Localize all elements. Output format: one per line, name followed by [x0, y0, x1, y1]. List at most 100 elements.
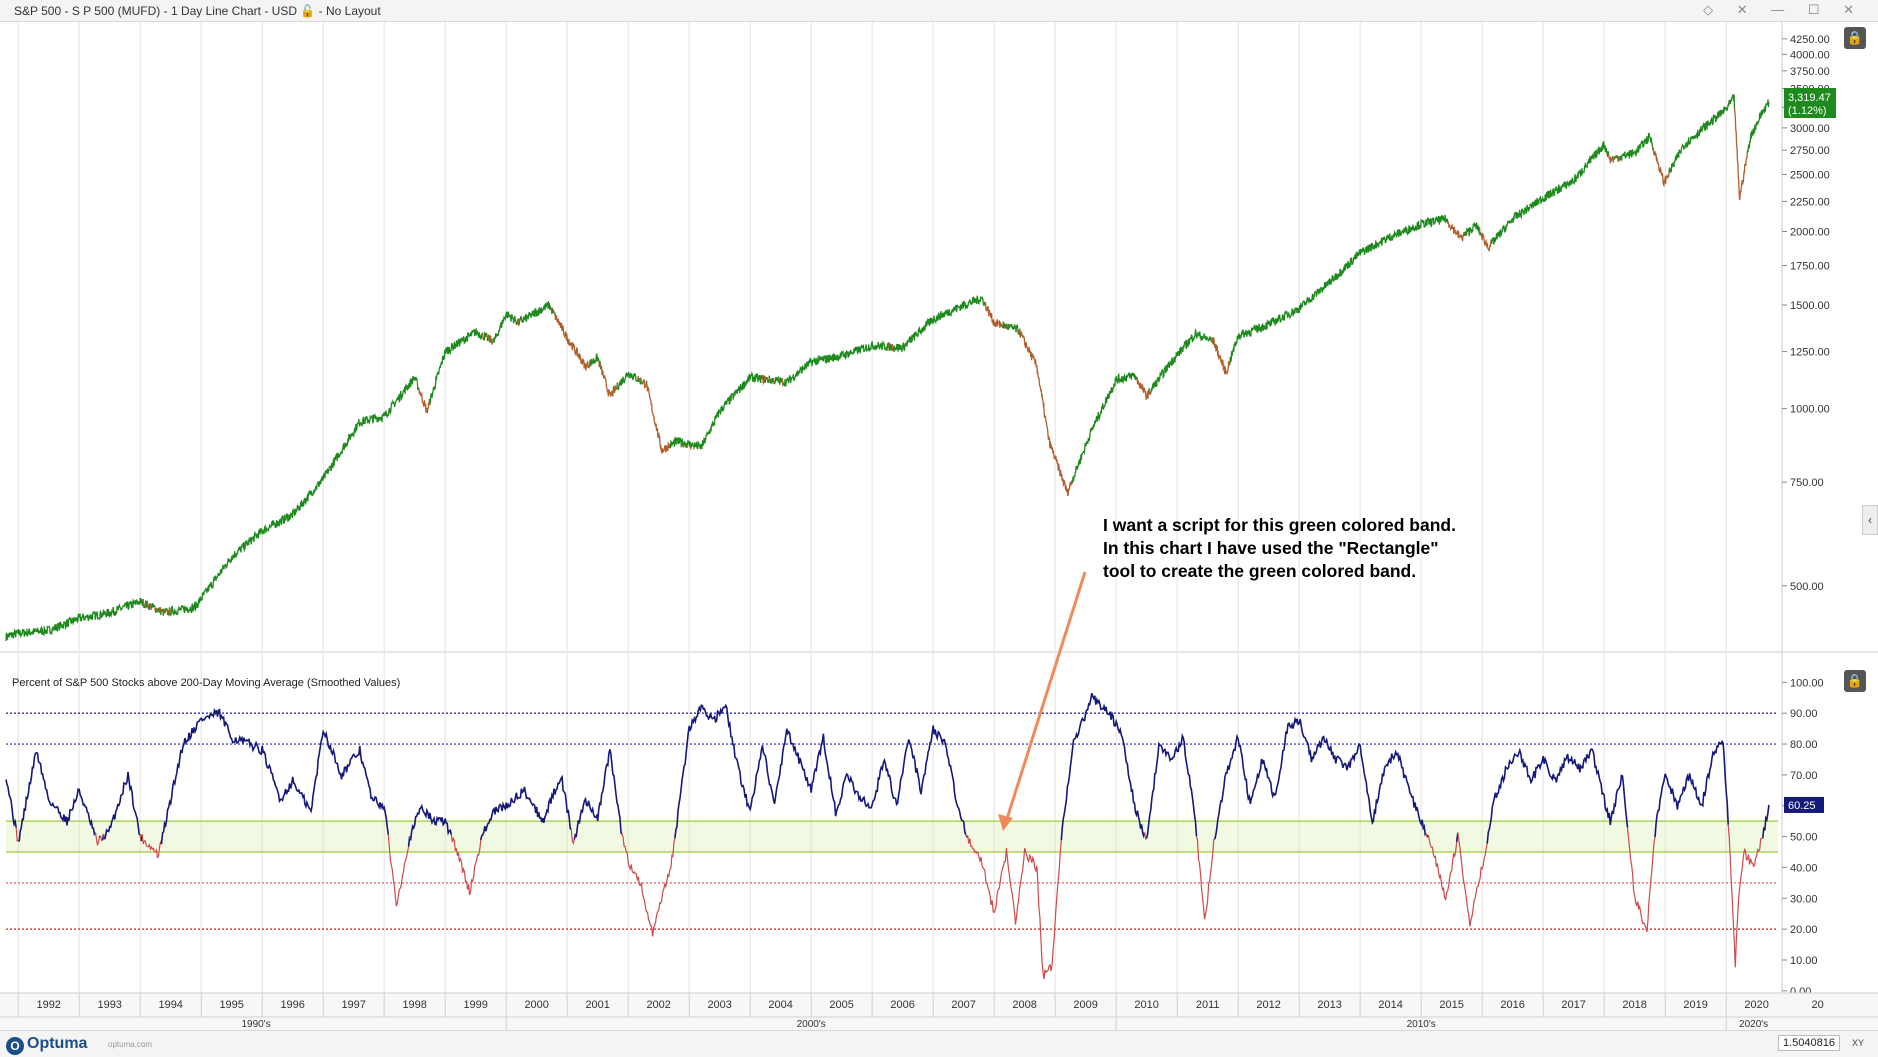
- oscillator-line-segment: [967, 835, 1062, 980]
- window-controls[interactable]: ◇ ✕ — ☐ ✕: [1703, 2, 1864, 17]
- ratio-readout[interactable]: 1.5040816: [1778, 1035, 1840, 1051]
- price-line-segment: [669, 439, 672, 449]
- price-line-segment: [1229, 214, 1449, 364]
- year-label: 2017: [1561, 999, 1585, 1011]
- price-axis-label: 1000.00: [1790, 404, 1830, 416]
- price-axis-label: 4250.00: [1790, 34, 1830, 46]
- oscillator-line-segment: [18, 751, 97, 842]
- annotation-text[interactable]: I want a script for this green colored b…: [1103, 515, 1456, 581]
- oscillator-line-segment: [409, 803, 453, 841]
- price-line-segment: [762, 376, 765, 386]
- oscillator-line-segment: [621, 833, 676, 937]
- oscillator-title: Percent of S&P 500 Stocks above 200-Day …: [12, 677, 400, 689]
- time-axis-bg: [0, 993, 1878, 1030]
- price-line-segment: [600, 365, 602, 370]
- optuma-logo: O Optuma: [6, 1035, 87, 1055]
- price-line-segment: [701, 370, 761, 450]
- price-axis-label: 2750.00: [1790, 145, 1830, 157]
- price-line-segment: [150, 602, 156, 609]
- year-label: 1993: [97, 999, 121, 1011]
- price-axis-label: 4000.00: [1790, 49, 1830, 61]
- price-line-segment: [164, 607, 168, 614]
- price-line-segment: [984, 302, 1004, 329]
- price-axis-label: 3000.00: [1790, 123, 1830, 135]
- year-label: 2009: [1073, 999, 1097, 1011]
- price-line-segment: [689, 445, 693, 451]
- price-line-segment: [774, 375, 781, 384]
- price-line-segment: [1019, 328, 1022, 338]
- footer-bar: O Optuma optuma.com 1.5040816 XY: [0, 1030, 1878, 1057]
- price-line-segment: [552, 308, 555, 314]
- oscillator-lock-icon[interactable]: 🔒: [1844, 670, 1866, 692]
- price-line-segment: [146, 600, 149, 608]
- price-line-segment: [682, 441, 686, 448]
- oscillator-line-segment: [570, 829, 575, 846]
- price-line-segment: [781, 378, 784, 387]
- price-line-segment: [617, 371, 639, 391]
- oscillator-pane: Percent of S&P 500 Stocks above 200-Day …: [5, 571, 1824, 998]
- year-label: 2001: [585, 999, 609, 1011]
- oscillator-line-segment: [1626, 827, 1656, 933]
- oscillator-line-segment: [480, 774, 572, 841]
- price-line-segment: [759, 374, 764, 384]
- price-badge: [1784, 88, 1836, 119]
- layout-label[interactable]: No Layout: [325, 4, 381, 18]
- osc-axis-label: 100.00: [1790, 677, 1824, 689]
- price-line-segment: [1447, 221, 1464, 243]
- osc-axis-label: 10.00: [1790, 955, 1818, 967]
- price-lock-icon[interactable]: 🔒: [1844, 27, 1866, 49]
- price-line-segment: [1747, 99, 1770, 153]
- price-axis-label: 1250.00: [1790, 347, 1830, 359]
- price-pane: 4250.004000.003750.003500.003250.003000.…: [0, 22, 1878, 997]
- oscillator-line-segment: [1144, 832, 1148, 841]
- logo-url: optuma.com: [108, 1040, 153, 1049]
- year-label: 20: [1812, 999, 1824, 1011]
- price-line-segment: [600, 366, 618, 397]
- chart-title: S&P 500 - S P 500 (MUFD) - 1 Day Line Ch…: [14, 4, 381, 18]
- year-label: 2016: [1500, 999, 1524, 1011]
- osc-axis-label: 20.00: [1790, 924, 1818, 936]
- osc-axis-label: 40.00: [1790, 862, 1818, 874]
- price-line-segment: [1493, 141, 1608, 245]
- price-line-segment: [699, 443, 703, 450]
- expand-panel-icon[interactable]: ‹: [1862, 505, 1878, 535]
- price-line-segment: [693, 441, 698, 449]
- green-band: [6, 821, 1778, 853]
- price-axis-label: 3750.00: [1790, 66, 1830, 78]
- year-label: 1992: [36, 999, 60, 1011]
- annotation-arrowhead: [998, 814, 1013, 831]
- price-line-segment: [1005, 323, 1008, 329]
- price-line-segment: [1148, 388, 1152, 395]
- year-label: 2003: [707, 999, 731, 1011]
- price-axis-label: 1750.00: [1790, 261, 1830, 273]
- price-line-segment: [1607, 153, 1614, 164]
- oscillator-line-segment: [1654, 739, 1729, 838]
- chart-canvas[interactable]: 4250.004000.003750.003500.003250.003000.…: [0, 22, 1878, 1030]
- price-line-segment: [518, 315, 523, 325]
- chart-title-text: S&P 500 - S P 500 (MUFD) - 1 Day Line Ch…: [14, 4, 297, 18]
- price-line-segment: [418, 389, 432, 414]
- xy-toggle[interactable]: XY: [1851, 1038, 1864, 1048]
- price-axis-label: 2250.00: [1790, 196, 1830, 208]
- unlock-icon[interactable]: 🔓: [300, 4, 316, 18]
- price-line-segment: [888, 342, 893, 351]
- osc-axis-label: 30.00: [1790, 893, 1818, 905]
- year-label: 2014: [1378, 999, 1402, 1011]
- oscillator-line-segment: [94, 832, 101, 846]
- year-label: 2006: [890, 999, 914, 1011]
- price-line-segment: [645, 380, 672, 455]
- price-line-segment: [417, 386, 420, 391]
- price-line-segment: [169, 607, 171, 617]
- price-axis-label: 2500.00: [1790, 169, 1830, 181]
- year-label: 1995: [219, 999, 243, 1011]
- price-line-segment: [783, 378, 787, 387]
- price-line-segment: [1020, 331, 1074, 497]
- annotation-arrow: [1004, 571, 1087, 823]
- price-axis-label: 2000.00: [1790, 226, 1830, 238]
- oscillator-line-segment: [1145, 733, 1198, 839]
- price-line-segment: [1733, 108, 1749, 201]
- price-line-segment: [766, 379, 769, 383]
- oscillator-line-segment: [5, 779, 17, 828]
- price-line-segment: [684, 442, 688, 448]
- oscillator-line-segment: [1457, 832, 1488, 927]
